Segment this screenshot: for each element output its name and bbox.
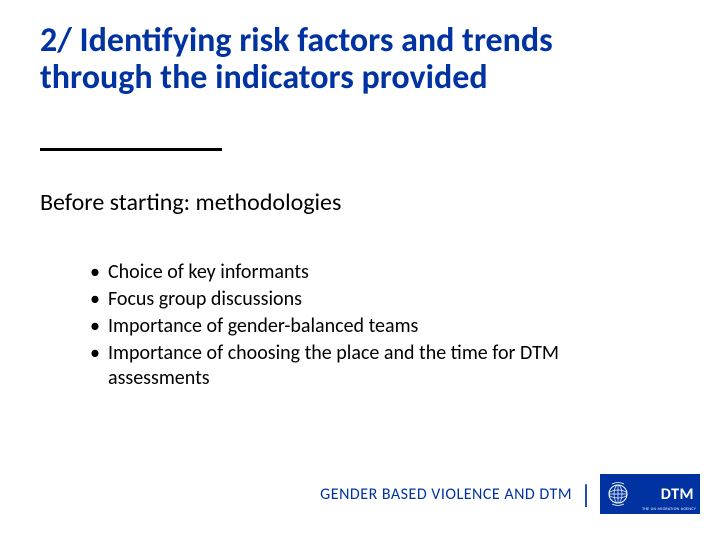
slide: 2/ Identifying risk factors and trends t…	[0, 0, 720, 540]
logo-text: DTM	[661, 485, 694, 504]
slide-footer: GENDER BASED VIOLENCE AND DTM | DTM THE …	[320, 474, 700, 514]
footer-separator: |	[580, 481, 592, 507]
slide-title: 2/ Identifying risk factors and trends t…	[40, 22, 660, 97]
title-underline	[40, 148, 222, 151]
dtm-logo: DTM THE UN MIGRATION AGENCY	[600, 474, 700, 514]
list-item: Focus group discussions	[90, 287, 650, 312]
globe-icon	[606, 482, 630, 506]
list-item: Importance of gender-balanced teams	[90, 314, 650, 339]
list-item: Importance of choosing the place and the…	[90, 341, 650, 391]
logo-subtext: THE UN MIGRATION AGENCY	[642, 507, 696, 512]
slide-subhead: Before starting: methodologies	[40, 188, 341, 217]
list-item: Choice of key informants	[90, 260, 650, 285]
footer-text: GENDER BASED VIOLENCE AND DTM	[320, 485, 572, 504]
bullet-list: Choice of key informants Focus group dis…	[90, 260, 650, 393]
